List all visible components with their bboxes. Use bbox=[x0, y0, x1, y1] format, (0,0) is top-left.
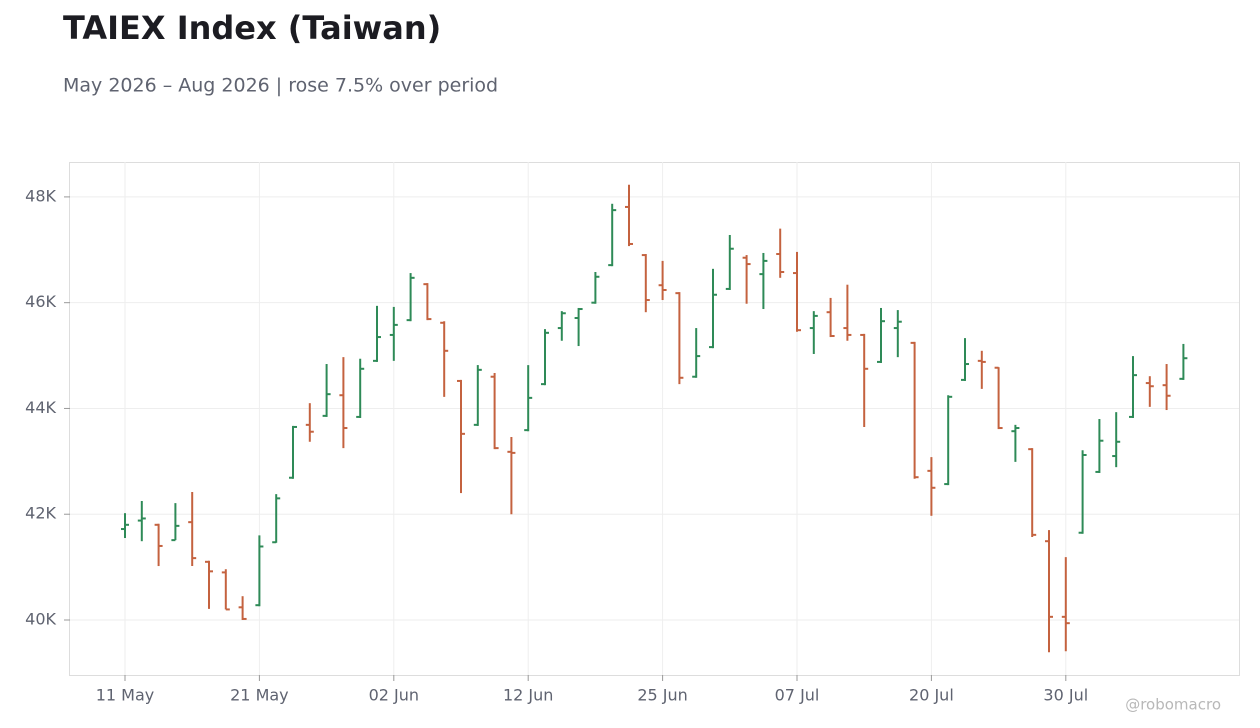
y-tick-label: 46K bbox=[25, 292, 56, 311]
y-tick-label: 44K bbox=[25, 398, 56, 417]
x-tick-label: 25 Jun bbox=[637, 686, 687, 705]
chart-title: TAIEX Index (Taiwan) bbox=[63, 9, 441, 47]
x-tick-label: 30 Jul bbox=[1043, 686, 1088, 705]
x-tick-label: 02 Jun bbox=[369, 686, 419, 705]
y-tick-label: 40K bbox=[25, 609, 56, 628]
y-tick-label: 48K bbox=[25, 186, 56, 205]
x-tick-label: 11 May bbox=[96, 686, 155, 705]
x-tick-label: 20 Jul bbox=[909, 686, 954, 705]
y-tick-label: 42K bbox=[25, 504, 56, 523]
x-tick-label: 12 Jun bbox=[503, 686, 553, 705]
x-tick-label: 07 Jul bbox=[775, 686, 820, 705]
chart-subtitle: May 2026 – Aug 2026 | rose 7.5% over per… bbox=[63, 75, 498, 97]
x-tick-label: 21 May bbox=[230, 686, 289, 705]
watermark: @robomacro bbox=[1125, 696, 1221, 714]
plot-frame bbox=[69, 162, 1240, 676]
